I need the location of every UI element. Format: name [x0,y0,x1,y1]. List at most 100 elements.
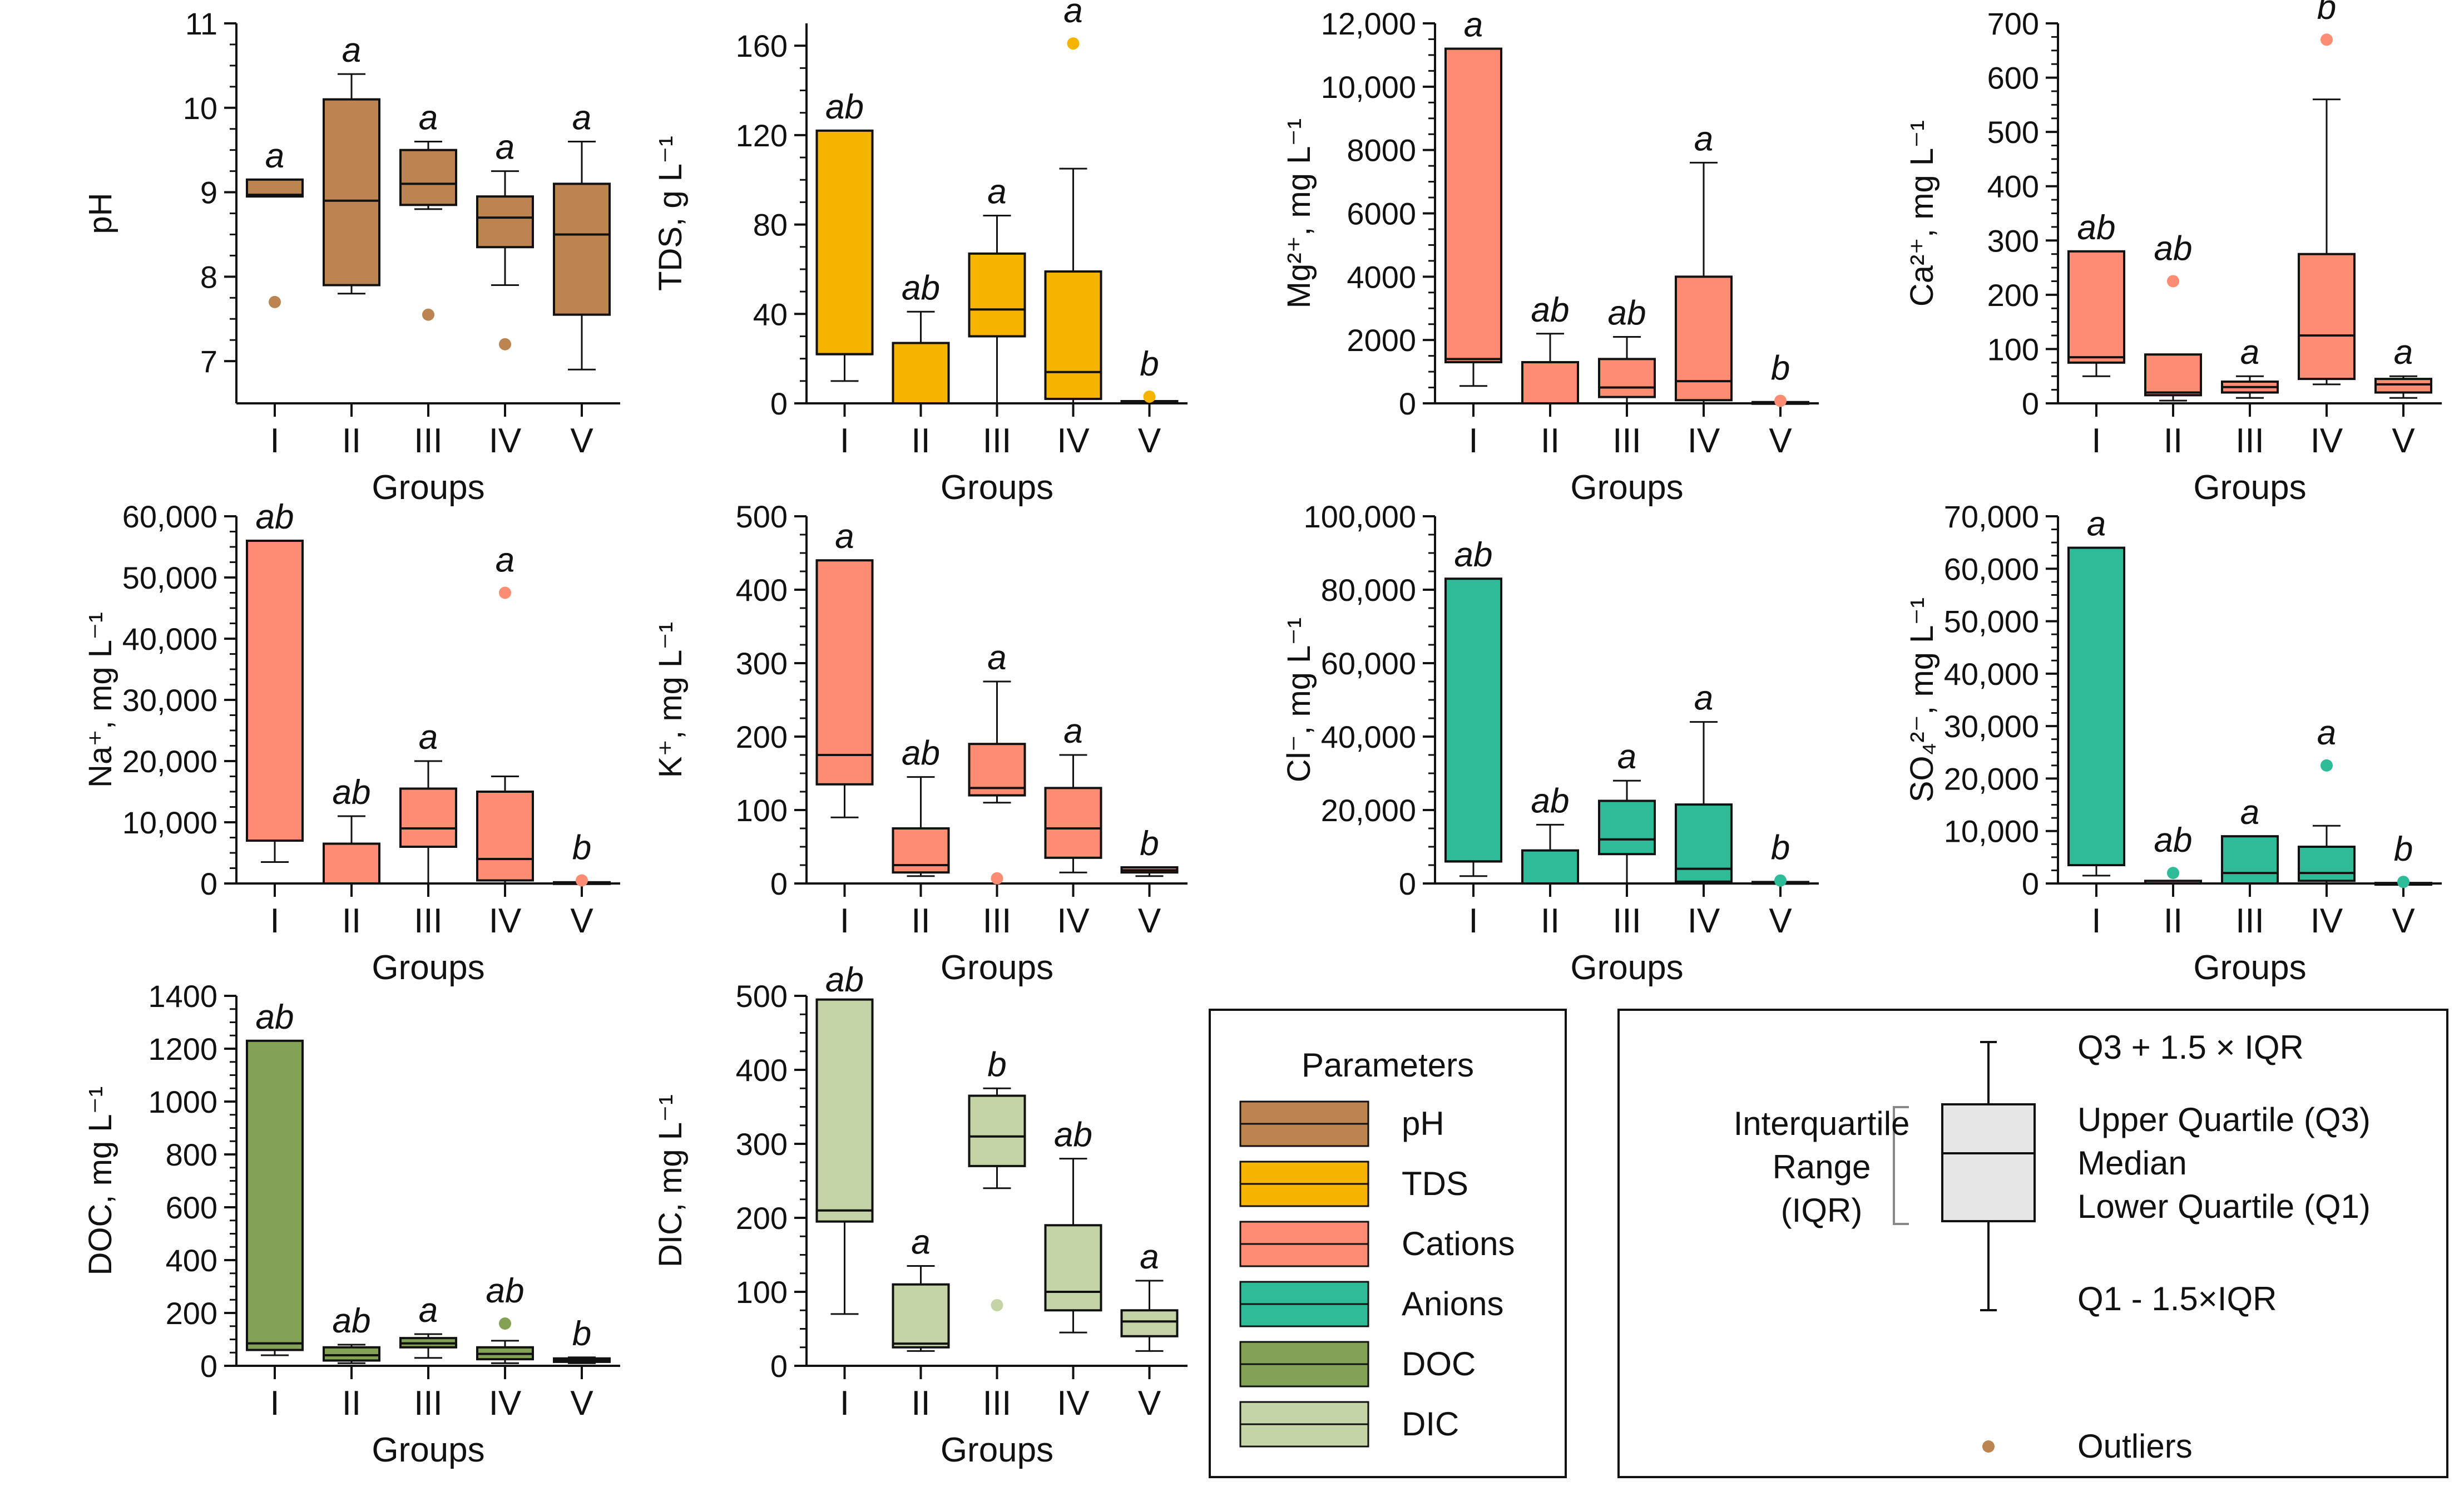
significance-letter: a [835,517,854,556]
x-tick-label: I [840,422,849,460]
significance-letter: b [572,829,591,867]
x-tick-label: III [983,1384,1012,1423]
significance-letter: a [2240,333,2259,372]
box-I: ab [815,961,874,1315]
box-III: a [399,1291,457,1359]
iqr-box [2067,546,2125,866]
box-III: a [2221,333,2279,399]
key-iqr-label-2: Range [1773,1148,1871,1186]
x-tick-label: V [2392,422,2415,460]
x-tick-label: V [1769,422,1792,460]
iqr-box [815,559,874,786]
x-tick-label: I [840,902,849,940]
significance-letter: b [572,1315,591,1353]
outlier-point [2320,33,2333,46]
box-V: b [1751,349,1809,407]
y-tick-label: 10,000 [122,805,217,840]
x-tick-label: V [570,902,593,940]
box-II: a [892,1223,950,1352]
key-iqr-box [1941,1103,2036,1222]
y-tick-label: 80 [753,208,788,243]
significance-letter: a [2087,505,2106,544]
x-tick-label: V [1769,902,1792,940]
y-tick-label: 10 [183,91,217,126]
x-axis-label: Groups [372,1431,484,1469]
y-tick-label: 60,000 [122,499,217,534]
y-tick-label: 10,000 [1321,70,1416,105]
significance-letter: ab [333,1302,371,1340]
significance-letter: a [342,31,361,70]
outlier-point [1774,394,1787,407]
x-axis-label: Groups [372,949,484,987]
y-tick-label: 50,000 [122,560,217,595]
y-tick-label: 600 [166,1190,217,1225]
y-tick-label: 50,000 [1944,604,2039,639]
y-tick-label: 20,000 [122,744,217,779]
significance-letter: b [987,1045,1006,1084]
x-tick-label: II [342,902,361,940]
x-tick-label: I [270,902,279,940]
legend-item-label: pH [1402,1105,1444,1142]
key-iqr-label-1: Interquartile [1734,1105,1910,1142]
outlier-point [499,338,511,350]
box-V: b [1120,825,1179,877]
y-tick-label: 0 [770,1349,788,1384]
x-tick-label: V [1138,1384,1161,1423]
significance-letter: ab [902,269,940,307]
outlier-point [1143,390,1156,403]
significance-letter: a [911,1223,930,1261]
iqr-box [2298,846,2356,882]
outlier-point [2167,867,2179,880]
y-tick-label: 300 [736,1127,788,1162]
significance-letter: ab [902,734,940,773]
x-tick-label: II [1541,422,1560,460]
significance-letter: a [987,639,1006,677]
x-tick-label: III [414,1384,443,1423]
significance-letter: a [1140,1238,1159,1276]
y-tick-label: 200 [166,1296,217,1331]
y-tick-label: 100 [736,793,788,828]
y-tick-label: 200 [736,719,788,754]
x-tick-label: II [2164,422,2183,460]
iqr-box [246,540,304,842]
x-tick-label: IV [1057,422,1090,460]
panel-Na: 0 10,000 20,000 30,000 40,000 50,000 60,000 Na⁺… [82,498,620,987]
y-tick-label: 40,000 [1321,719,1416,754]
x-tick-label: IV [489,902,522,940]
y-tick-label: 1200 [148,1031,217,1067]
y-tick-label: 70,000 [1944,499,2039,534]
legend-parameters: Parameters pH TDS Cations Anions DOC DIC [1209,1009,1567,1478]
box-II: ab [323,773,380,885]
legend-title: Parameters [1302,1046,1474,1084]
x-tick-label: II [911,902,930,940]
key-lower-whisker-label: Q1 - 1.5×IQR [2077,1280,2277,1317]
box-I: ab [815,88,874,382]
x-tick-label: III [2235,902,2264,940]
x-axis-label: Groups [941,1431,1053,1469]
x-tick-label: I [2091,422,2101,460]
box-I: a [815,517,874,818]
significance-letter: b [2394,830,2413,868]
box-II: ab [1521,291,1579,405]
box-plot-key: Interquartile Range (IQR) Q3 + 1.5 × IQR Upp… [1617,1009,2448,1478]
x-tick-label: III [1612,902,1641,940]
outlier-point [1067,37,1080,50]
y-tick-label: 500 [1987,115,2039,150]
box-IV: b [2298,0,2356,386]
y-tick-label: 0 [1399,866,1416,901]
iqr-box [968,1094,1026,1167]
iqr-box [553,182,611,316]
y-tick-label: 300 [736,646,788,681]
iqr-box [892,1283,950,1349]
significance-letter: a [1694,120,1713,158]
x-axis-label: Groups [941,468,1053,507]
panel-Cl: 0 20,000 40,000 60,000 80,000 100,000 Cl⁻, mg … [1281,499,1819,987]
x-tick-label: II [1541,902,1560,940]
y-tick-label: 2000 [1347,323,1416,358]
x-tick-label: II [2164,902,2183,940]
x-tick-label: V [1138,422,1161,460]
iqr-box [1598,358,1656,398]
iqr-box [2067,250,2125,364]
